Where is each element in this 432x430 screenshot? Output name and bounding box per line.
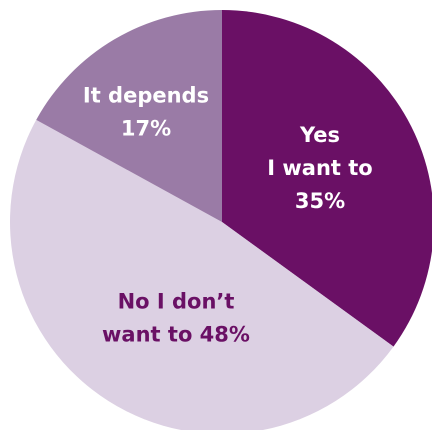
slice-label-2-line-1: 17% (121, 117, 171, 141)
slice-label-2: It depends 17% (83, 84, 209, 141)
slice-label-0-line-2: 35% (295, 189, 345, 213)
slice-label-1-line-1: want to 48% (102, 323, 250, 347)
slice-label-0-line-1: I want to (267, 156, 372, 180)
pie-slice-2 (36, 10, 222, 222)
pie-slice-1 (10, 119, 394, 430)
slice-label-2-line-0: It depends (83, 84, 209, 108)
slice-label-0-line-0: Yes (299, 123, 340, 147)
pie-slice-0 (222, 10, 432, 347)
slice-label-1: No I don’t want to 48% (102, 290, 250, 347)
slice-label-1-line-0: No I don’t (118, 290, 235, 314)
slice-label-0: Yes I want to 35% (267, 123, 372, 213)
